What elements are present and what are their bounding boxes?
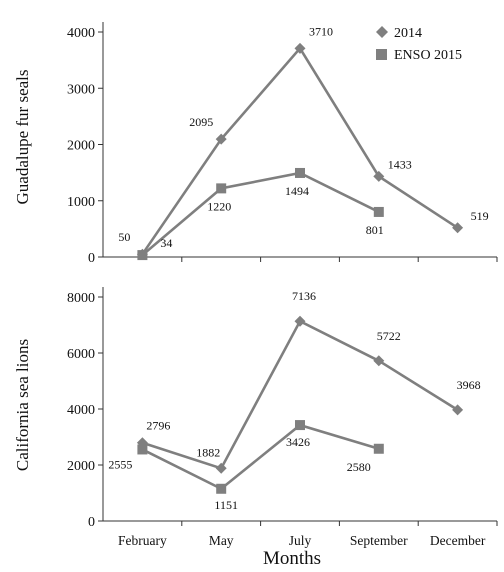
data-label-top-2014: 2095 <box>189 115 213 129</box>
data-label-bottom-enso-2015: 2580 <box>347 460 371 474</box>
x-tick-label: July <box>289 533 312 548</box>
legend-label-enso-2015: ENSO 2015 <box>394 48 462 63</box>
legend-marker-enso-2015-square <box>376 49 387 60</box>
data-label-top-2014: 3710 <box>309 24 333 38</box>
data-label-top-enso-2015: 1220 <box>207 199 231 213</box>
data-point-top-enso-2015 <box>295 167 305 178</box>
data-label-bottom-2014: 7136 <box>292 289 316 303</box>
data-label-bottom-enso-2015: 3426 <box>286 435 310 449</box>
data-point-top-2014 <box>215 133 227 145</box>
y-tick-label-top: 2000 <box>67 139 95 154</box>
bottom-y-axis-label: California sea lions <box>13 339 32 471</box>
y-tick-label-bottom: 0 <box>88 515 95 530</box>
y-tick-label-bottom: 2000 <box>67 459 95 474</box>
data-point-top-2014 <box>294 42 306 54</box>
top-y-axis-label: Guadalupe fur seals <box>13 69 32 204</box>
data-point-top-2014 <box>373 170 385 182</box>
data-label-bottom-2014: 3968 <box>457 378 481 392</box>
data-label-top-enso-2015: 34 <box>160 236 172 250</box>
data-label-bottom-enso-2015: 1151 <box>214 498 238 512</box>
y-tick-label-bottom: 8000 <box>67 291 95 306</box>
y-tick-label-bottom: 6000 <box>67 347 95 362</box>
data-point-bottom-enso-2015 <box>373 443 384 454</box>
data-point-bottom-enso-2015 <box>216 483 227 494</box>
x-tick-label: May <box>209 533 234 548</box>
y-tick-label-top: 4000 <box>67 26 95 41</box>
series-line-top-2014 <box>141 46 459 255</box>
data-label-top-2014: 50 <box>118 230 130 244</box>
plot-area: 0 1000 2000 3000 4000 50 2095 3710 1433 519 34 1220… <box>67 22 498 548</box>
data-label-bottom-2014: 1882 <box>196 445 220 459</box>
y-tick-label-top: 3000 <box>67 82 95 97</box>
x-tick-label: December <box>430 533 486 548</box>
data-label-top-enso-2015: 1494 <box>285 184 309 198</box>
data-label-top-enso-2015: 801 <box>366 223 384 237</box>
y-tick-label-bottom: 4000 <box>67 403 95 418</box>
data-point-top-enso-2015 <box>216 183 227 194</box>
series-line-top-enso-2015 <box>141 171 380 257</box>
data-point-bottom-enso-2015 <box>137 444 148 455</box>
data-point-bottom-enso-2015 <box>295 420 305 431</box>
x-tick-label: February <box>118 533 167 548</box>
data-point-bottom-2014 <box>373 355 385 367</box>
x-tick-label: September <box>350 533 408 548</box>
legend-label-2014: 2014 <box>394 26 422 41</box>
data-label-bottom-2014: 2796 <box>146 419 170 433</box>
data-point-top-enso-2015 <box>137 250 148 261</box>
data-label-bottom-enso-2015: 2555 <box>108 457 132 471</box>
data-point-top-2014 <box>452 222 464 234</box>
data-label-top-2014: 519 <box>471 209 489 223</box>
data-point-top-enso-2015 <box>373 206 384 217</box>
data-point-bottom-2014 <box>452 404 464 416</box>
legend-marker-2014-diamond <box>376 26 388 38</box>
legend: 2014 ENSO 2015 <box>376 26 462 63</box>
data-point-bottom-2014 <box>294 315 306 327</box>
y-tick-label-top: 1000 <box>67 195 95 210</box>
data-label-top-2014: 1433 <box>388 157 412 171</box>
y-tick-label-top: 0 <box>88 251 95 266</box>
data-point-bottom-2014 <box>215 462 227 474</box>
series-line-bottom-enso-2015 <box>141 423 380 491</box>
x-axis-label: Months <box>263 548 321 569</box>
data-label-bottom-2014: 5722 <box>377 329 401 343</box>
